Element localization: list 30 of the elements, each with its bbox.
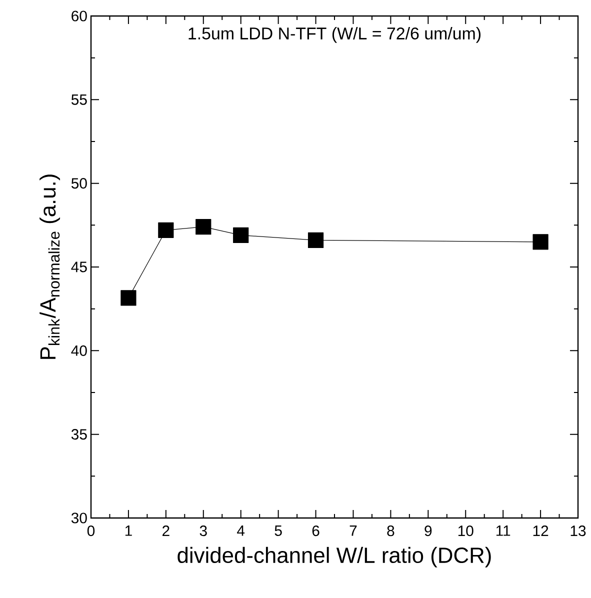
- x-tick-label: 10: [458, 526, 474, 536]
- point: [532, 234, 548, 250]
- y-tick-label: 45: [71, 262, 87, 272]
- y-tick-label: 35: [71, 429, 87, 440]
- x-tick-label: 4: [237, 526, 245, 536]
- x-tick-label: 0: [87, 526, 95, 536]
- x-tick-label: 9: [424, 526, 432, 536]
- point: [158, 222, 174, 238]
- point: [308, 232, 324, 248]
- x-tick-label: 3: [200, 526, 207, 536]
- y-tick-label: 40: [71, 345, 87, 356]
- point: [120, 290, 136, 306]
- x-tick-label: 7: [350, 526, 357, 536]
- x-tick-label: 2: [162, 526, 170, 536]
- x-tick-label: 13: [570, 526, 586, 536]
- x-axis-title: divided-channel W/L ratio (DCR): [178, 546, 491, 568]
- x-tick-label: 5: [274, 526, 282, 536]
- x-tick-label: 1: [125, 526, 132, 536]
- y-axis-title: $\text{P}_{\text{kink}}\text{/A}_{\text{normalize}}\text{ (a.u.)}$: [40, 174, 60, 359]
- x-tick-label: 11: [496, 526, 510, 536]
- y-tick-label: 55: [71, 94, 87, 105]
- annotation: 1.5um LDD N-TFT (W/L = 72/6 um/um): [188, 27, 480, 43]
- y-tick-label: 50: [71, 178, 87, 189]
- x-tick-label: 12: [533, 526, 548, 536]
- x-tick-label: 8: [387, 526, 394, 536]
- y-tick-label: 30: [71, 512, 87, 524]
- y-tick-label: 60: [72, 10, 87, 22]
- point: [233, 227, 249, 244]
- x-tick-label: 6: [312, 526, 320, 536]
- point: [196, 219, 212, 235]
